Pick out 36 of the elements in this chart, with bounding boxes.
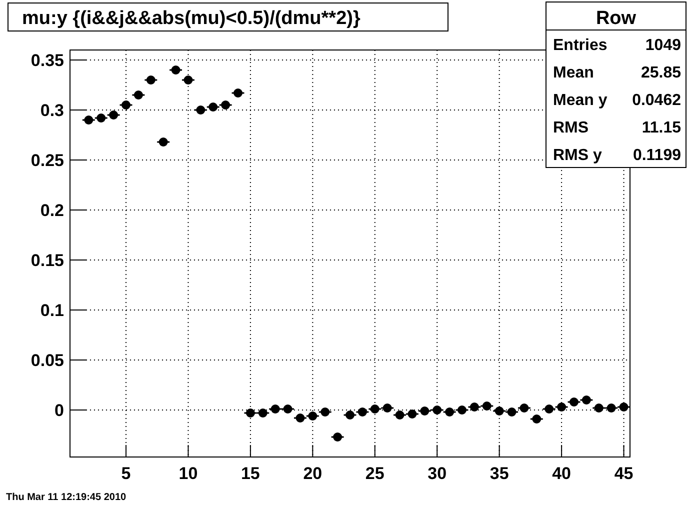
- point: [146, 76, 156, 84]
- y-tick-label: 0.3: [40, 101, 64, 120]
- point: [134, 90, 143, 100]
- text: Mean y 0.0462: [553, 92, 681, 109]
- x-tick-label: 5: [121, 464, 131, 483]
- point: [184, 76, 193, 84]
- point: [333, 432, 342, 442]
- x-tick-label: 10: [178, 464, 198, 483]
- text: RMS y 0.1199: [553, 147, 681, 164]
- y-tick-label: 0: [54, 401, 64, 420]
- text: RMS 11.15: [553, 120, 681, 136]
- x-tick-label: 20: [303, 464, 322, 483]
- text: Mean 25.85: [553, 64, 681, 82]
- text: Thu Mar 11 12:19:45 2010: [6, 492, 127, 503]
- text: Entries 1049: [553, 37, 681, 54]
- point: [320, 408, 330, 416]
- x-tick-label: 15: [240, 464, 260, 483]
- point: [171, 66, 180, 74]
- x-tick-label: 25: [365, 464, 384, 483]
- point: [532, 414, 542, 424]
- text: Row: [596, 8, 636, 29]
- x-tick-label: 40: [552, 464, 572, 483]
- x-tick-label: 30: [428, 464, 447, 483]
- y-tick-label: 0.2: [40, 201, 64, 220]
- x-tick-label: 35: [490, 464, 509, 483]
- y-tick-label: 0.35: [30, 51, 64, 70]
- chart-title: mu:y {(i&&j&&abs(mu)<0.5)/(dmu**2)}: [22, 8, 361, 29]
- point: [122, 100, 130, 110]
- point: [234, 88, 242, 98]
- y-tick-label: 0.1: [40, 301, 64, 320]
- x-tick-label: 45: [614, 464, 634, 483]
- point: [158, 138, 168, 146]
- y-tick-label: 0.15: [30, 251, 64, 270]
- point: [520, 404, 529, 412]
- y-tick-label: 0.05: [30, 351, 64, 370]
- y-tick-label: 0.25: [30, 151, 64, 170]
